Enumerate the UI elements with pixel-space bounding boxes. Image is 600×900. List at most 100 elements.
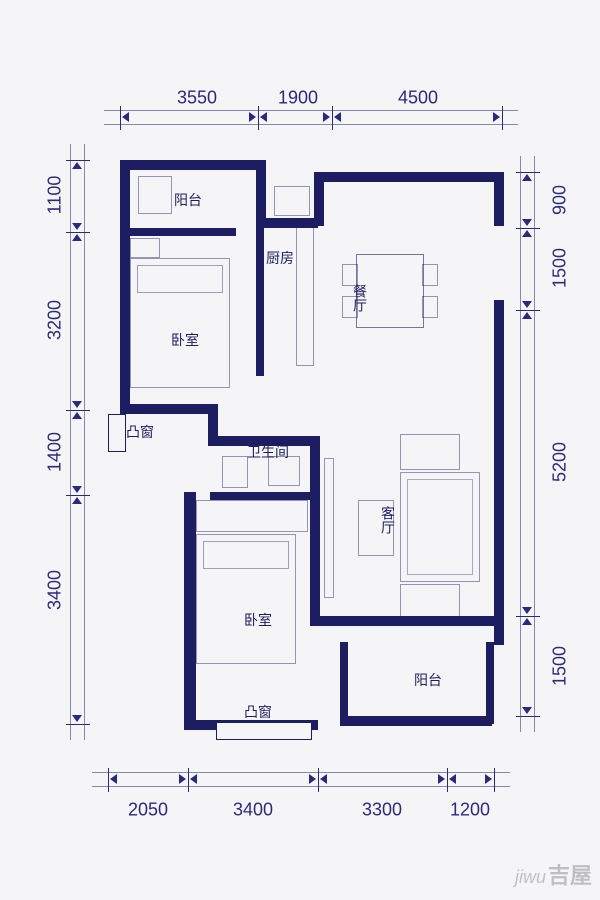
wall-segment — [486, 642, 494, 724]
dimension-value: 3400 — [233, 800, 273, 821]
dimension-tick — [502, 106, 503, 130]
furniture-chair — [422, 264, 438, 286]
dimension-arrow — [522, 707, 532, 714]
dimension-arrow — [72, 497, 82, 504]
dimension-arrow — [72, 412, 82, 419]
dimension-value: 4500 — [398, 88, 438, 109]
wall-segment — [256, 160, 266, 226]
dimension-tick — [494, 768, 495, 792]
room-label-kitchen: 厨房 — [266, 248, 294, 268]
dimension-tick — [66, 724, 90, 725]
dimension-value: 3400 — [45, 570, 66, 610]
dimension-tick — [188, 768, 189, 792]
dimension-line — [84, 144, 85, 740]
dimension-tick — [120, 106, 121, 130]
dimension-value: 3550 — [177, 88, 217, 109]
dimension-value: 900 — [550, 185, 571, 215]
dimension-arrow — [485, 774, 492, 784]
dimension-arrow — [522, 230, 532, 237]
dimension-arrow — [320, 774, 327, 784]
dimension-tick — [516, 228, 540, 229]
dimension-arrow — [522, 301, 532, 308]
furniture-counter — [296, 226, 314, 366]
room-label-bathroom: 卫生间 — [247, 442, 289, 462]
dimension-tick — [332, 106, 333, 130]
dimension-tick — [447, 768, 448, 792]
dimension-tick — [516, 616, 540, 617]
dimension-tick — [66, 160, 90, 161]
furniture-bed — [130, 258, 230, 388]
dimension-arrow — [179, 774, 186, 784]
dimension-tick — [66, 495, 90, 496]
wall-segment — [120, 404, 216, 414]
dimension-arrow — [334, 112, 341, 122]
dimension-tick — [516, 310, 540, 311]
dimension-arrow — [72, 234, 82, 241]
dimension-arrow — [72, 223, 82, 230]
room-label-dining: 餐厅 — [350, 284, 370, 312]
furniture-wardrobe — [196, 500, 308, 532]
dimension-value: 2050 — [128, 800, 168, 821]
dimension-arrow — [522, 618, 532, 625]
dimension-arrow — [72, 715, 82, 722]
watermark: jiwu 吉屋 — [515, 858, 592, 890]
room-label-balcony_top: 阳台 — [174, 190, 202, 210]
dimension-line — [70, 144, 71, 740]
dimension-tick — [516, 172, 540, 173]
dimension-arrow — [438, 774, 445, 784]
dimension-line — [104, 110, 518, 111]
dimension-arrow — [72, 486, 82, 493]
dimension-tick — [516, 716, 540, 717]
dimension-value: 1500 — [550, 646, 571, 686]
dimension-line — [104, 124, 518, 125]
dimension-arrow — [522, 312, 532, 319]
wall-segment — [494, 172, 504, 226]
dimension-arrow — [260, 112, 267, 122]
bay-window — [108, 414, 126, 452]
furniture-nightstand — [130, 238, 160, 258]
room-label-bay_bottom: 凸窗 — [244, 702, 272, 722]
dimension-arrow — [72, 401, 82, 408]
dimension-arrow — [522, 607, 532, 614]
wall-segment — [310, 436, 320, 622]
dimension-tick — [318, 768, 319, 792]
wall-segment — [120, 160, 130, 412]
furniture-sofa — [400, 472, 480, 582]
dimension-arrow — [449, 774, 456, 784]
wall-segment — [120, 160, 260, 170]
dimension-arrow — [522, 174, 532, 181]
dimension-tick — [66, 410, 90, 411]
dimension-value: 1200 — [450, 800, 490, 821]
dimension-arrow — [72, 162, 82, 169]
dimension-value: 1900 — [278, 88, 318, 109]
dimension-value: 1100 — [45, 176, 66, 215]
dimension-tick — [258, 106, 259, 130]
dimension-arrow — [323, 112, 330, 122]
room-label-bedroom_bottom: 卧室 — [244, 610, 272, 630]
wall-segment — [256, 218, 264, 376]
furniture-bed — [196, 534, 296, 664]
dimension-value: 3300 — [362, 800, 402, 821]
floorplan-canvas: 阳台厨房餐厅卧室凸窗卫生间客厅卧室凸窗阳台 355019004500205034… — [0, 0, 600, 900]
dimension-value: 5200 — [550, 442, 571, 482]
dimension-line — [534, 156, 535, 732]
furniture-washer — [138, 176, 172, 214]
dimension-arrow — [249, 112, 256, 122]
dimension-arrow — [190, 774, 197, 784]
wall-segment — [494, 300, 504, 645]
dimension-arrow — [110, 774, 117, 784]
wall-segment — [184, 492, 196, 728]
room-label-balcony_bottom: 阳台 — [414, 670, 442, 690]
room-label-bedroom_top: 卧室 — [171, 330, 199, 350]
bay-window — [216, 722, 312, 740]
furniture-chair — [422, 296, 438, 318]
wall-segment — [340, 642, 348, 724]
dimension-value: 1500 — [550, 248, 571, 288]
dimension-line — [520, 156, 521, 732]
wall-segment — [120, 228, 236, 236]
watermark-cn: 吉屋 — [548, 858, 592, 890]
dimension-value: 3200 — [45, 300, 66, 340]
furniture-tv-unit — [324, 458, 334, 598]
furniture-hob — [274, 186, 310, 216]
dimension-arrow — [493, 112, 500, 122]
